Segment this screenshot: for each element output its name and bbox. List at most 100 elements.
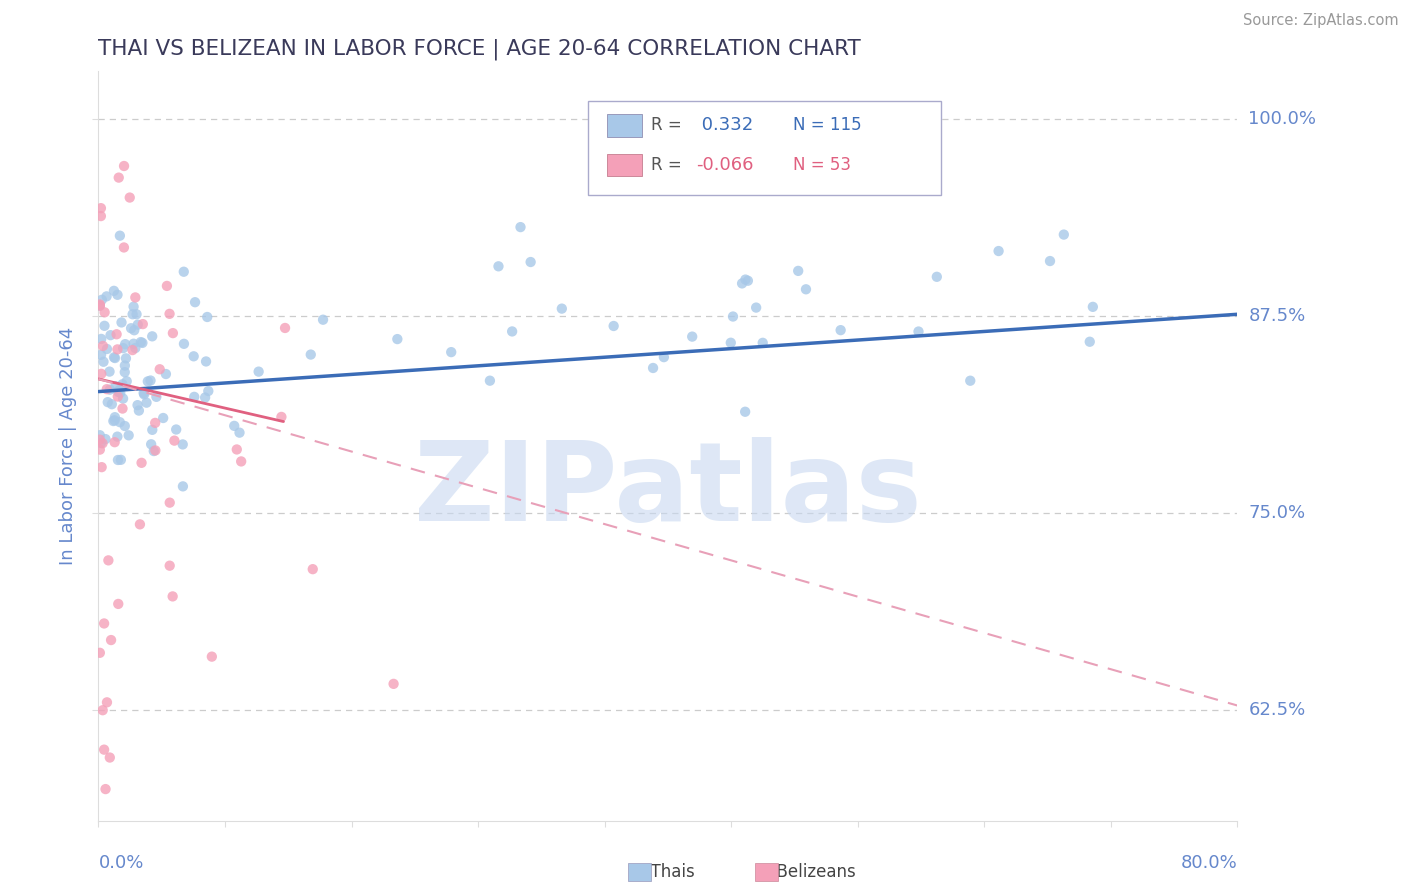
Point	[440, 345, 463, 359]
Point	[89, 646, 111, 660]
Point	[90, 348, 112, 362]
Point	[93, 616, 115, 631]
Point	[97, 553, 120, 567]
Point	[107, 287, 129, 301]
Point	[127, 398, 149, 412]
Point	[89, 433, 111, 447]
Point	[90, 332, 112, 346]
Point	[228, 425, 250, 440]
Point	[125, 307, 148, 321]
Point	[90, 201, 112, 215]
Point	[120, 321, 142, 335]
Text: Source: ZipAtlas.com: Source: ZipAtlas.com	[1243, 13, 1399, 29]
Point	[107, 343, 129, 357]
Point	[108, 415, 131, 429]
Point	[110, 453, 132, 467]
Point	[274, 321, 297, 335]
Point	[551, 301, 574, 316]
Point	[134, 387, 156, 401]
Text: Thais: Thais	[640, 863, 695, 881]
Point	[93, 355, 115, 369]
Point	[111, 377, 134, 392]
Text: 0.332: 0.332	[696, 116, 754, 135]
Point	[159, 558, 181, 573]
Text: ZIPatlas: ZIPatlas	[413, 437, 922, 544]
Text: 100.0%: 100.0%	[1249, 110, 1316, 128]
Point	[159, 496, 181, 510]
Point	[734, 405, 756, 419]
Point	[115, 351, 138, 366]
Text: N = 53: N = 53	[793, 156, 851, 174]
Point	[139, 374, 162, 388]
Point	[131, 335, 153, 350]
Point	[94, 432, 117, 446]
Point	[103, 414, 125, 428]
Point	[101, 397, 124, 411]
Point	[142, 444, 165, 458]
Point	[149, 362, 172, 376]
Text: 0.0%: 0.0%	[98, 854, 143, 872]
Text: N = 115: N = 115	[793, 116, 862, 135]
Point	[96, 289, 118, 303]
Point	[602, 318, 624, 333]
Point	[141, 423, 163, 437]
Text: R =: R =	[651, 156, 682, 174]
Bar	[607, 153, 641, 177]
Point	[737, 274, 759, 288]
Point	[107, 453, 129, 467]
Point	[231, 454, 253, 468]
Point	[127, 318, 149, 332]
Point	[141, 437, 163, 451]
Text: THAI VS BELIZEAN IN LABOR FORCE | AGE 20-64 CORRELATION CHART: THAI VS BELIZEAN IN LABOR FORCE | AGE 20…	[98, 38, 860, 60]
Point	[112, 392, 135, 406]
Point	[128, 403, 150, 417]
Point	[103, 284, 125, 298]
Point	[91, 703, 114, 717]
Point	[830, 323, 852, 337]
Point	[124, 341, 146, 355]
Point	[100, 328, 122, 343]
Point	[197, 384, 219, 398]
Point	[145, 443, 167, 458]
Point	[104, 379, 127, 393]
Point	[787, 264, 810, 278]
Point	[110, 315, 132, 329]
Point	[163, 434, 186, 448]
Point	[104, 413, 127, 427]
Point	[721, 310, 744, 324]
Point	[91, 339, 114, 353]
Point	[114, 365, 136, 379]
Text: 62.5%: 62.5%	[1249, 701, 1306, 719]
Point	[270, 409, 292, 424]
Point	[98, 365, 121, 379]
Point	[162, 590, 184, 604]
Point	[143, 416, 166, 430]
Point	[641, 361, 664, 376]
Bar	[607, 114, 641, 136]
Point	[118, 428, 141, 442]
Point	[165, 423, 187, 437]
Point	[97, 395, 120, 409]
Point	[90, 293, 112, 307]
Point	[107, 384, 129, 399]
Point	[90, 460, 112, 475]
Point	[107, 597, 129, 611]
Point	[98, 383, 121, 397]
Point	[108, 228, 131, 243]
Point	[152, 411, 174, 425]
Point	[96, 382, 118, 396]
Point	[89, 428, 111, 442]
Point	[122, 323, 145, 337]
Point	[136, 375, 159, 389]
Point	[751, 335, 773, 350]
Point	[184, 295, 207, 310]
Point	[519, 255, 541, 269]
Point	[907, 325, 929, 339]
Point	[107, 170, 129, 185]
Point	[104, 410, 127, 425]
Point	[195, 310, 218, 324]
Point	[90, 436, 112, 450]
Point	[681, 329, 703, 343]
Point	[112, 341, 135, 355]
Point	[172, 437, 194, 451]
